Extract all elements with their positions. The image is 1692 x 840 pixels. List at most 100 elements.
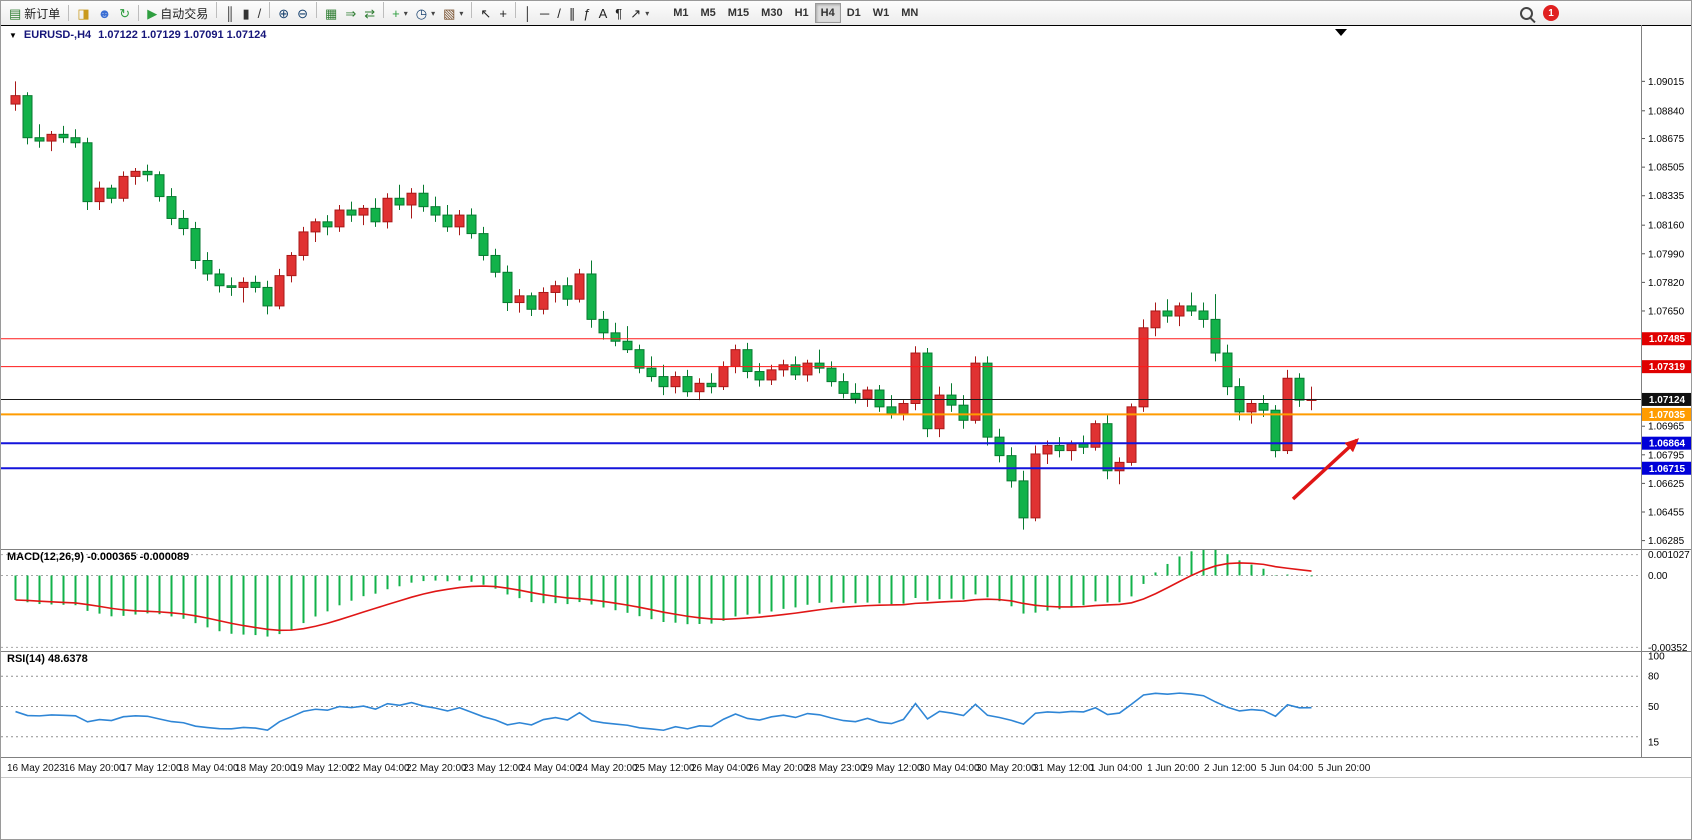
svg-text:1.06715: 1.06715: [1649, 464, 1686, 475]
svg-text:1.06285: 1.06285: [1648, 536, 1685, 547]
text-button[interactable]: A: [595, 4, 612, 24]
indicators-button[interactable]: + ▾: [388, 4, 412, 24]
profile-button[interactable]: ☻: [94, 3, 116, 23]
svg-text:1.07124: 1.07124: [1649, 395, 1686, 406]
fibonacci-icon: ƒ: [583, 6, 591, 22]
svg-text:1.07035: 1.07035: [1649, 410, 1686, 421]
chart-shift-button[interactable]: ⇄: [360, 4, 379, 24]
channel-icon: ∥: [568, 6, 576, 22]
timeframe-group: M1 M5 M15 M30 H1 H4 D1 W1 MN: [667, 3, 924, 23]
vertical-line-button[interactable]: │: [520, 4, 536, 24]
chart-area[interactable]: 1.07485 1.07319 1.07124 1.07035 1.06864 1.067…: [1, 25, 1692, 840]
templates-button[interactable]: ▧ ▾: [439, 4, 467, 24]
bar-chart-button[interactable]: ║: [221, 4, 238, 24]
svg-text:1.09015: 1.09015: [1648, 77, 1685, 88]
text-label-button[interactable]: ¶: [611, 4, 626, 24]
vertical-line-icon: │: [523, 6, 533, 22]
svg-text:1.06625: 1.06625: [1648, 479, 1685, 490]
candlestick-chart-button[interactable]: ▮: [238, 4, 253, 24]
crosshair-button[interactable]: +: [495, 4, 511, 24]
cursor-button[interactable]: ↖: [476, 4, 495, 24]
timeframe-m5-button[interactable]: M5: [694, 3, 721, 23]
periods-button[interactable]: ◷ ▾: [412, 4, 439, 24]
svg-text:28 May 23:00: 28 May 23:00: [805, 763, 866, 774]
timeframe-h1-button[interactable]: H1: [789, 3, 815, 23]
symbol-dropdown-icon[interactable]: ▼: [9, 30, 17, 40]
auto-scroll-button[interactable]: ⇒: [341, 4, 360, 24]
timeframe-m15-button[interactable]: M15: [722, 3, 755, 23]
svg-text:31 May 12:00: 31 May 12:00: [1033, 763, 1094, 774]
line-chart-button[interactable]: /: [254, 4, 266, 24]
svg-text:30 May 20:00: 30 May 20:00: [976, 763, 1037, 774]
svg-text:1.08335: 1.08335: [1648, 191, 1685, 202]
svg-text:1.07990: 1.07990: [1648, 249, 1685, 260]
new-order-label: 新订单: [24, 6, 61, 21]
auto-trading-button[interactable]: ▶ 自动交易: [143, 3, 212, 23]
new-order-button[interactable]: ▤ 新订单: [5, 3, 64, 23]
arrows-button[interactable]: ↗ ▾: [626, 4, 653, 24]
periods-caret-icon: ▾: [431, 9, 436, 19]
svg-text:18 May 20:00: 18 May 20:00: [235, 763, 296, 774]
rsi-label: RSI(14) 48.6378: [7, 653, 88, 665]
zoom-in-button[interactable]: ⊕: [274, 4, 293, 24]
text-icon: A: [598, 6, 608, 22]
macd-group: [14, 550, 1313, 637]
svg-text:1.08160: 1.08160: [1648, 221, 1685, 232]
annotation-arrow[interactable]: [1291, 438, 1360, 501]
rsi-line: [15, 692, 1312, 732]
timeframe-w1-button[interactable]: W1: [867, 3, 896, 23]
refresh-button[interactable]: ↻: [115, 3, 134, 23]
svg-text:100: 100: [1648, 652, 1665, 663]
trendline-icon: /: [557, 6, 561, 22]
chart-shift-marker-icon[interactable]: [1335, 29, 1347, 36]
zoom-out-button[interactable]: ⊖: [293, 4, 312, 24]
timeframe-m1-button[interactable]: M1: [667, 3, 694, 23]
bar-chart-icon: ║: [225, 6, 235, 22]
svg-text:1.06455: 1.06455: [1648, 507, 1685, 518]
timeframe-mn-button[interactable]: MN: [895, 3, 924, 23]
toolbar-right-group: 1: [1520, 5, 1559, 21]
timeframe-m30-button[interactable]: M30: [755, 3, 788, 23]
refresh-icon: ↻: [119, 5, 131, 21]
symbol-period-text: EURUSD-,H4: [23, 29, 92, 41]
tile-windows-icon: ▦: [325, 6, 338, 22]
svg-text:25 May 12:00: 25 May 12:00: [634, 763, 695, 774]
new-order-icon: ▤: [9, 5, 22, 21]
notification-badge[interactable]: 1: [1543, 5, 1559, 21]
svg-text:16 May 2023: 16 May 2023: [7, 763, 65, 774]
data-history-button[interactable]: ◨: [73, 3, 93, 23]
timeframe-d1-button[interactable]: D1: [841, 3, 867, 23]
svg-text:80: 80: [1648, 672, 1660, 683]
cursor-icon: ↖: [480, 6, 492, 22]
svg-text:1 Jun 04:00: 1 Jun 04:00: [1090, 763, 1143, 774]
quote-ohlc-text: 1.07122 1.07129 1.07091 1.07124: [98, 29, 267, 41]
text-label-icon: ¶: [615, 6, 623, 22]
svg-text:1.08505: 1.08505: [1648, 163, 1685, 174]
fibonacci-button[interactable]: ƒ: [579, 4, 594, 24]
svg-text:22 May 04:00: 22 May 04:00: [349, 763, 410, 774]
arrows-caret-icon: ▾: [645, 9, 650, 19]
svg-text:1.08675: 1.08675: [1648, 134, 1685, 145]
svg-text:16 May 20:00: 16 May 20:00: [64, 763, 125, 774]
hlines-group[interactable]: 1.074851.073191.071241.070351.068641.067…: [1, 332, 1692, 475]
trendline-button[interactable]: /: [553, 4, 565, 24]
svg-text:1.07485: 1.07485: [1649, 334, 1686, 345]
horizontal-line-button[interactable]: ─: [536, 4, 553, 24]
templates-caret-icon: ▾: [459, 9, 464, 19]
candles-group: [10, 81, 1317, 530]
horizontal-line-icon: ─: [540, 6, 550, 22]
svg-text:22 May 20:00: 22 May 20:00: [406, 763, 467, 774]
channel-button[interactable]: ∥: [565, 4, 580, 24]
arrows-icon: ↗: [630, 6, 642, 22]
svg-text:50: 50: [1648, 702, 1660, 713]
tile-windows-button[interactable]: ▦: [321, 4, 341, 24]
svg-text:1.07650: 1.07650: [1648, 306, 1685, 317]
auto-trading-label: 自动交易: [160, 6, 209, 21]
timeframe-h4-button[interactable]: H4: [814, 3, 841, 23]
search-icon[interactable]: [1520, 6, 1533, 20]
toolbar-separator: [68, 5, 70, 21]
price-chart[interactable]: 1.074851.073191.071241.070351.068641.067…: [1, 25, 1692, 840]
auto-trading-icon: ▶: [147, 5, 158, 21]
candlestick-chart-icon: ▮: [242, 6, 250, 22]
